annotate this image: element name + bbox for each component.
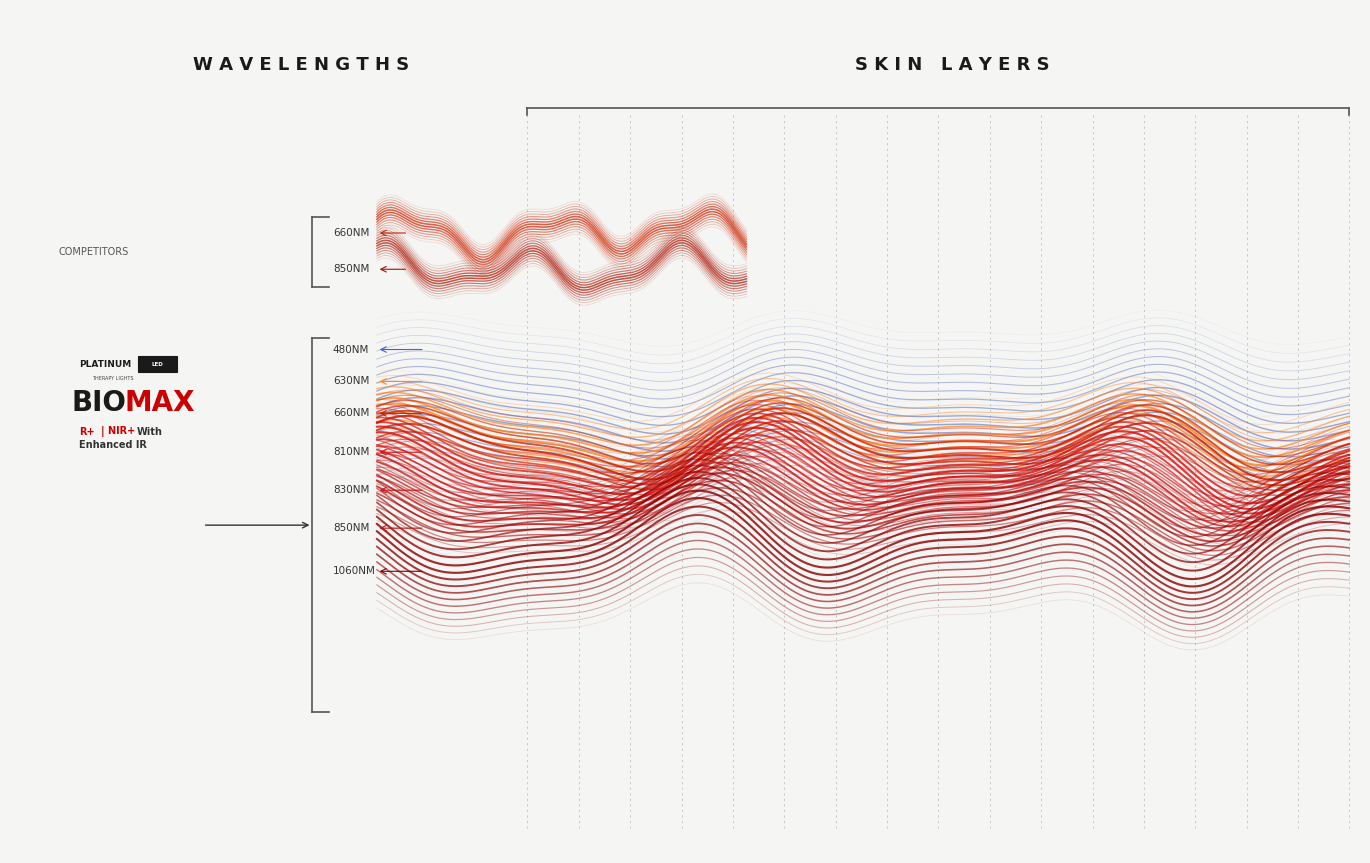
FancyBboxPatch shape	[138, 356, 177, 372]
Text: 850NM: 850NM	[333, 523, 370, 533]
Text: MAX: MAX	[125, 389, 195, 417]
Text: 630NM: 630NM	[333, 376, 370, 387]
Text: R+: R+	[79, 426, 95, 437]
Text: 660NM: 660NM	[333, 408, 370, 419]
Text: With: With	[137, 426, 163, 437]
Text: 850NM: 850NM	[333, 264, 370, 274]
Text: BIO: BIO	[71, 389, 126, 417]
Text: Enhanced IR: Enhanced IR	[79, 440, 148, 450]
Text: LED: LED	[152, 362, 163, 367]
Text: 480NM: 480NM	[333, 344, 370, 355]
Text: THERAPY LIGHTS: THERAPY LIGHTS	[92, 376, 133, 381]
Text: W A V E L E N G T H S: W A V E L E N G T H S	[193, 56, 410, 73]
Text: 830NM: 830NM	[333, 485, 370, 495]
Text: 810NM: 810NM	[333, 447, 370, 457]
Text: COMPETITORS: COMPETITORS	[58, 247, 129, 257]
Text: 660NM: 660NM	[333, 228, 370, 238]
Text: | NIR+: | NIR+	[101, 426, 136, 437]
Text: S K I N   L A Y E R S: S K I N L A Y E R S	[855, 56, 1049, 73]
Text: PLATINUM: PLATINUM	[79, 360, 132, 369]
Text: 1060NM: 1060NM	[333, 566, 375, 576]
